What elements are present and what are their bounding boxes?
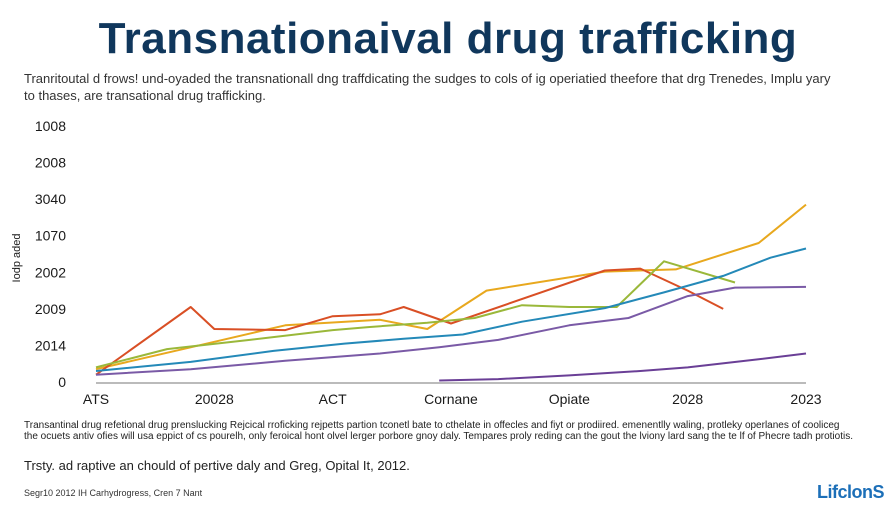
source-line: Segr10 2012 IH Carhydrogress, Cren 7 Nan…	[24, 488, 203, 498]
x-tick-label: Opiate	[549, 391, 590, 407]
publisher-logo: LifclonS	[817, 482, 885, 502]
y-tick-label: 0	[58, 374, 66, 390]
series-line-1	[95, 203, 807, 371]
x-tick-label: ACT	[319, 391, 347, 407]
y-tick-label: 2014	[35, 337, 66, 353]
y-tick-label: 1008	[35, 118, 66, 134]
y-tick-label: 3040	[35, 191, 66, 207]
x-tick-label: Cornane	[424, 391, 478, 407]
chart-subtitle: Tranritoutal d frows! und-oyaded the tra…	[24, 71, 831, 103]
y-tick-label: 2009	[35, 301, 66, 317]
series-line-6	[439, 352, 807, 382]
y-tick-label: 1070	[35, 228, 66, 244]
series-line-5	[95, 285, 807, 376]
x-tick-label: ATS	[83, 391, 109, 407]
line-chart: Iodp aded 02014200920021070304020081008 …	[11, 118, 822, 407]
x-tick-label: 2023	[790, 391, 821, 407]
citation: Trsty. ad raptive an chould of pertive d…	[24, 458, 410, 473]
x-tick-label: 2028	[672, 391, 703, 407]
series-line-3	[95, 260, 736, 369]
series-line-2	[95, 267, 724, 376]
y-tick-label: 2008	[35, 155, 66, 171]
y-tick-label: 2002	[35, 264, 66, 280]
footnote: Transantinal drug refetional drug prensl…	[24, 420, 853, 442]
y-axis-label: Iodp aded	[11, 234, 23, 283]
page-title: Transnationaival drug trafficking	[98, 14, 798, 63]
series-line-4	[95, 247, 807, 372]
x-tick-label: 20028	[195, 391, 234, 407]
